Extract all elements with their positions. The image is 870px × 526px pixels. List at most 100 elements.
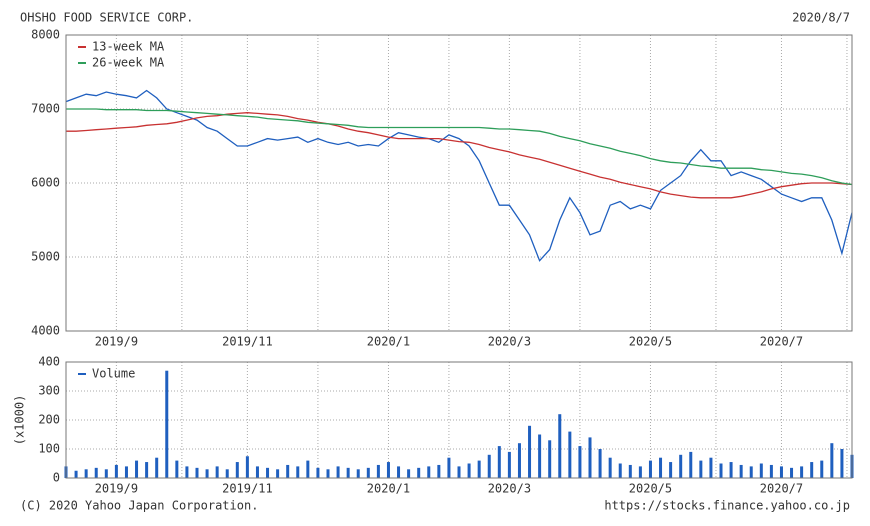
x-tick-label: 2020/7 (760, 482, 803, 496)
y-tick-label: 100 (38, 442, 60, 456)
copyright: (C) 2020 Yahoo Japan Corporation. (20, 499, 258, 513)
volume-bar (659, 457, 663, 478)
volume-bar (245, 456, 249, 478)
volume-bar (608, 457, 612, 478)
volume-bar (628, 464, 632, 478)
volume-bar (386, 462, 390, 478)
x-tick-label: 2019/11 (222, 482, 273, 496)
volume-bar (699, 460, 703, 478)
y-axis-label: (x1000) (13, 395, 27, 446)
y-tick-label: 200 (38, 413, 60, 427)
volume-bar (790, 467, 794, 478)
volume-bar (356, 469, 360, 478)
volume-bar (729, 462, 733, 478)
volume-bar (739, 464, 743, 478)
volume-bar (74, 470, 78, 478)
price-line (66, 112, 853, 199)
volume-bar (749, 466, 753, 478)
y-tick-label: 4000 (31, 324, 60, 338)
y-tick-label: 400 (38, 355, 60, 369)
volume-bar (165, 370, 169, 478)
volume-bar (225, 469, 229, 478)
x-tick-label: 2020/1 (367, 335, 410, 349)
volume-bar (588, 437, 592, 478)
volume-bar (104, 469, 108, 478)
y-tick-label: 8000 (31, 28, 60, 42)
volume-bar (266, 467, 270, 478)
y-tick-label: 300 (38, 384, 60, 398)
volume-bar (669, 462, 673, 478)
volume-bar (255, 466, 259, 478)
volume-bar (437, 464, 441, 478)
volume-bar (296, 466, 300, 478)
volume-bar (830, 443, 834, 478)
x-tick-label: 2020/1 (367, 482, 410, 496)
x-tick-label: 2020/3 (488, 335, 531, 349)
volume-bar (477, 460, 481, 478)
volume-bar (84, 469, 88, 478)
volume-bar (447, 457, 451, 478)
volume-bar (840, 449, 844, 478)
volume-bar (769, 464, 773, 478)
volume-bar (407, 469, 411, 478)
volume-bar (679, 454, 683, 478)
x-tick-label: 2020/7 (760, 335, 803, 349)
volume-bar (638, 466, 642, 478)
volume-bar (497, 446, 501, 478)
volume-bar (548, 440, 552, 478)
x-tick-label: 2020/5 (629, 482, 672, 496)
volume-bar (306, 460, 310, 478)
volume-bar (467, 463, 471, 478)
volume-bar (779, 466, 783, 478)
legend-label: Volume (92, 367, 135, 381)
volume-bar (326, 469, 330, 478)
volume-bar (286, 464, 290, 478)
volume-bar (457, 466, 461, 478)
volume-bar (568, 431, 572, 478)
volume-bar (689, 451, 693, 478)
volume-bar (195, 467, 199, 478)
x-tick-label: 2020/5 (629, 335, 672, 349)
volume-bar (517, 443, 521, 478)
volume-bar (528, 425, 532, 478)
volume-bar (155, 457, 159, 478)
volume-bar (507, 451, 511, 478)
volume-bar (205, 469, 209, 478)
volume-bar (820, 460, 824, 478)
volume-bar (185, 466, 189, 478)
volume-bar (538, 434, 542, 478)
volume-bar (175, 460, 179, 478)
panel-frame (65, 361, 853, 479)
volume-bar (376, 464, 380, 478)
x-tick-label: 2020/3 (488, 482, 531, 496)
x-tick-label: 2019/11 (222, 335, 273, 349)
volume-bar (397, 466, 401, 478)
panel-frame (65, 34, 853, 332)
x-tick-label: 2019/9 (95, 482, 138, 496)
volume-bar (578, 446, 582, 478)
y-tick-label: 5000 (31, 250, 60, 264)
volume-bar (346, 467, 350, 478)
volume-bar (598, 449, 602, 478)
volume-bar (366, 467, 370, 478)
volume-bar (800, 466, 804, 478)
source-url: https://stocks.finance.yahoo.co.jp (604, 499, 850, 513)
volume-bar (558, 414, 562, 478)
volume-bar (618, 463, 622, 478)
volume-bar (709, 457, 713, 478)
y-tick-label: 0 (53, 471, 60, 485)
volume-bar (94, 467, 98, 478)
chart-title: OHSHO FOOD SERVICE CORP. (20, 11, 193, 25)
chart-date: 2020/8/7 (792, 11, 850, 25)
volume-bar (124, 466, 128, 478)
volume-bar (487, 454, 491, 478)
volume-bar (759, 463, 763, 478)
volume-bar (417, 467, 421, 478)
volume-bar (427, 466, 431, 478)
volume-bar (145, 462, 149, 478)
volume-bar (719, 463, 723, 478)
volume-bar (648, 460, 652, 478)
price-line (65, 89, 853, 262)
volume-bar (316, 467, 320, 478)
